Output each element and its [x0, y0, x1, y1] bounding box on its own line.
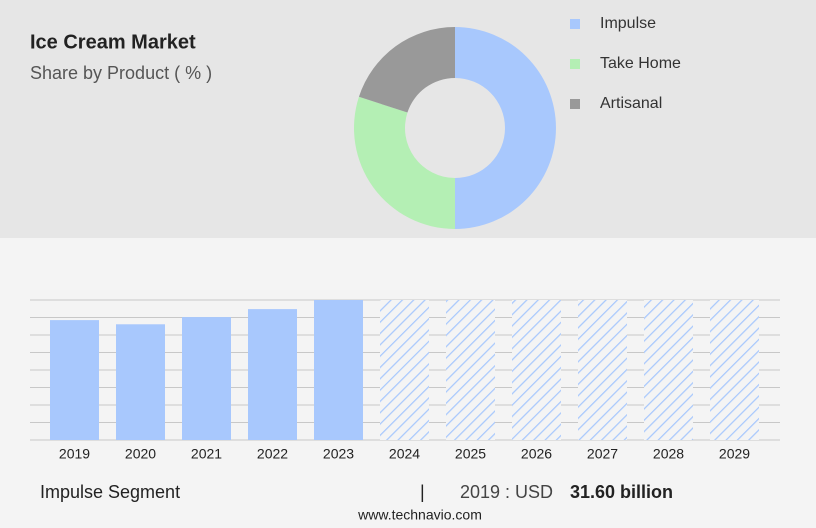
- bar: [248, 309, 297, 440]
- chart-title: Ice Cream Market: [30, 31, 196, 53]
- forecast-placeholder: [380, 300, 429, 440]
- year-label: 2019 : USD: [460, 482, 553, 502]
- legend-swatch: [570, 99, 580, 109]
- segment-value: 31.60 billion: [570, 482, 673, 502]
- bar: [116, 324, 165, 440]
- bar: [182, 317, 231, 440]
- bar: [50, 320, 99, 440]
- legend-label: Impulse: [600, 15, 656, 32]
- forecast-placeholder: [578, 300, 627, 440]
- source: www.technavio.com: [357, 507, 482, 523]
- forecast-placeholder: [710, 300, 759, 440]
- legend-label: Artisanal: [600, 95, 662, 112]
- forecast-placeholder: [512, 300, 561, 440]
- donut-slice: [358, 27, 455, 113]
- donut-slice: [455, 27, 556, 229]
- chart-subtitle: Share by Product ( % ): [30, 63, 212, 83]
- x-tick-label: 2024: [389, 446, 420, 462]
- x-tick-label: 2020: [125, 446, 156, 462]
- x-tick-label: 2025: [455, 446, 486, 462]
- legend-swatch: [570, 19, 580, 29]
- legend-label: Take Home: [600, 55, 681, 72]
- x-tick-label: 2019: [59, 446, 90, 462]
- x-tick-label: 2026: [521, 446, 552, 462]
- x-tick-label: 2027: [587, 446, 618, 462]
- x-tick-label: 2021: [191, 446, 222, 462]
- legend-swatch: [570, 59, 580, 69]
- forecast-placeholder: [644, 300, 693, 440]
- x-tick-label: 2029: [719, 446, 750, 462]
- forecast-placeholder: [446, 300, 495, 440]
- bar: [314, 300, 363, 440]
- x-tick-label: 2023: [323, 446, 354, 462]
- segment-label: Impulse Segment: [40, 482, 180, 502]
- separator: |: [420, 482, 425, 502]
- donut-slice: [353, 96, 455, 230]
- x-tick-label: 2022: [257, 446, 288, 462]
- x-tick-label: 2028: [653, 446, 684, 462]
